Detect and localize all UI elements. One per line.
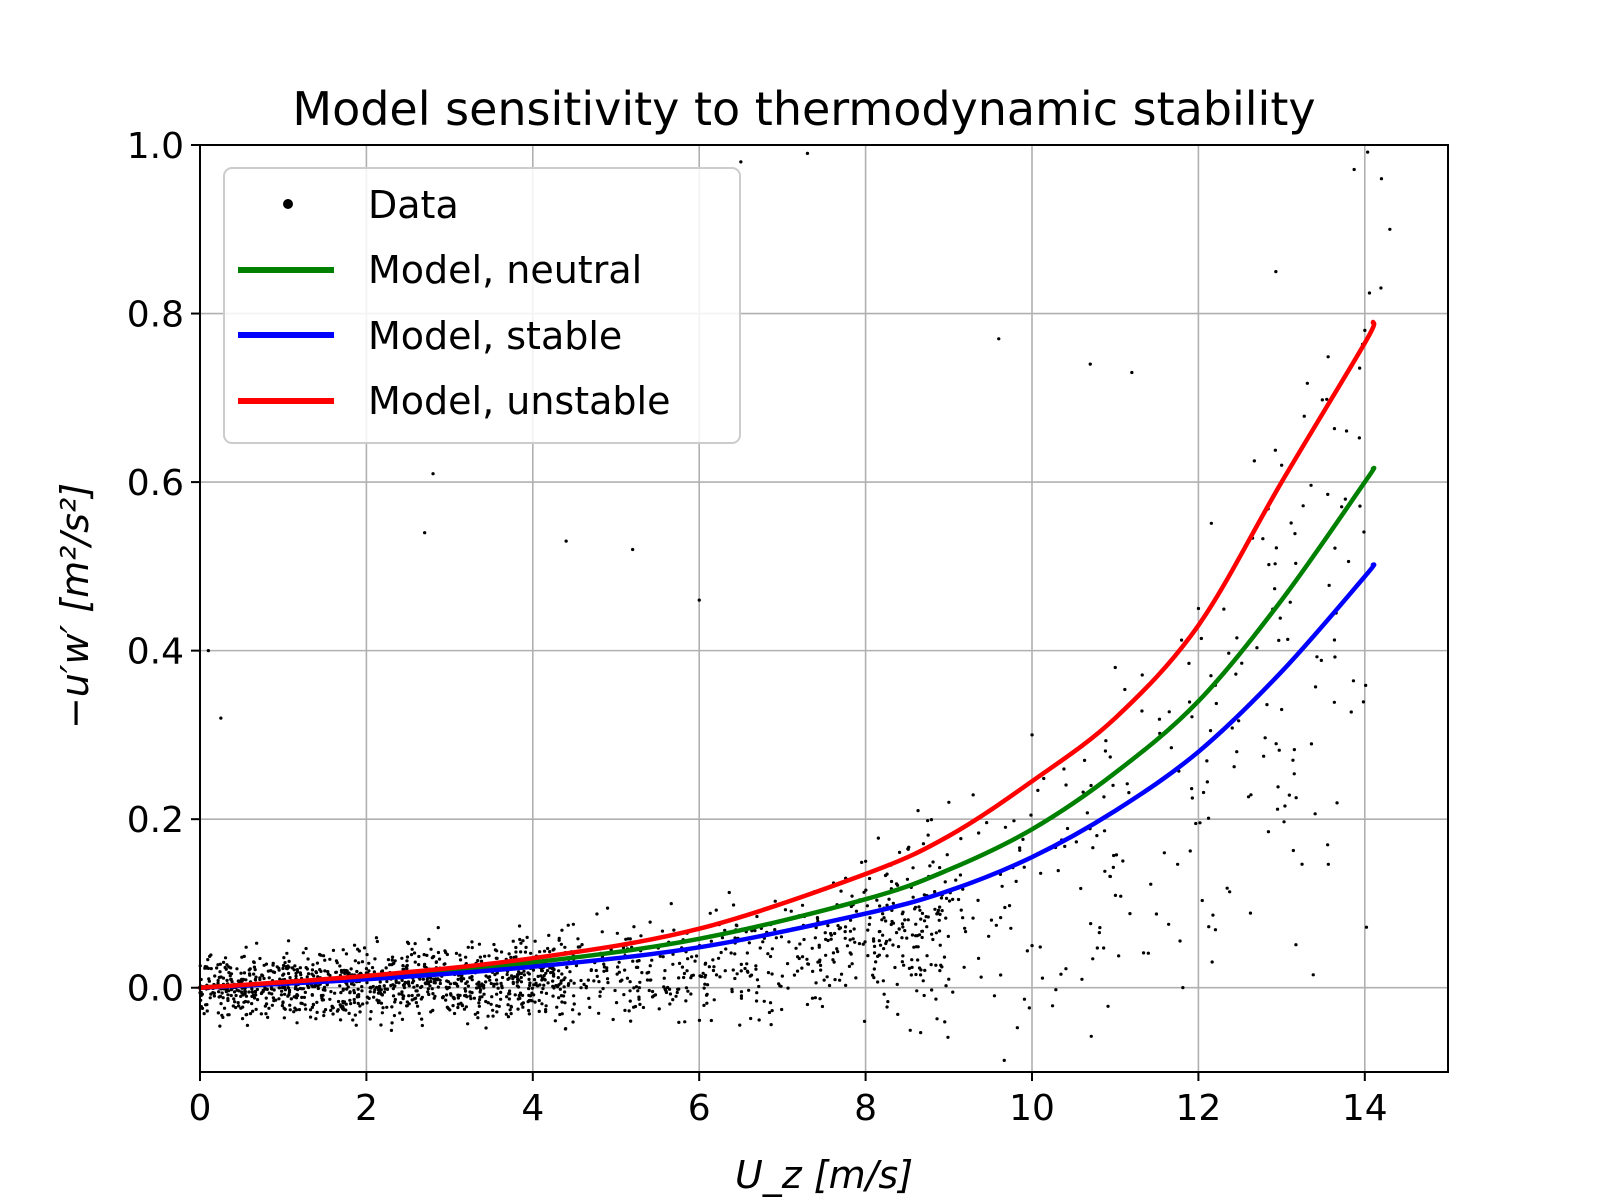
x-axis-ticks: 0 2 4 6 8 10 12 14: [189, 1072, 1388, 1129]
x-tick-label: 14: [1342, 1088, 1388, 1129]
x-tick-label: 2: [355, 1088, 378, 1129]
legend-marker-data: [283, 199, 293, 209]
x-tick-label: 8: [854, 1088, 877, 1129]
legend-label-unstable: Model, unstable: [368, 379, 670, 423]
legend: Data Model, neutral Model, stable Model,…: [223, 167, 741, 444]
model-stable-line: [197, 562, 1377, 990]
y-tick-label: 0.0: [127, 969, 184, 1010]
chart-title: Model sensitivity to thermodynamic stabi…: [292, 82, 1315, 136]
x-tick-label: 6: [688, 1088, 711, 1129]
x-tick-label: 0: [189, 1088, 212, 1129]
y-axis-ticks: 0.0 0.2 0.4 0.6 0.8 1.0: [127, 126, 200, 1010]
legend-label-neutral: Model, neutral: [368, 248, 642, 292]
y-tick-label: 0.8: [127, 295, 184, 336]
model-neutral-line: [197, 465, 1377, 990]
y-axis-label: −u′w′ [m²/s²]: [53, 483, 97, 729]
legend-box: [223, 167, 741, 444]
legend-label-data: Data: [368, 183, 459, 227]
x-axis-label: U_z [m/s]: [735, 1153, 913, 1197]
x-tick-label: 4: [521, 1088, 544, 1129]
y-tick-label: 0.2: [127, 800, 184, 841]
plot-frame: [199, 144, 1449, 1073]
x-tick-label: 10: [1009, 1088, 1055, 1129]
model-unstable-line: [197, 319, 1377, 990]
model-lines: [197, 319, 1377, 990]
y-tick-label: 0.6: [127, 463, 184, 504]
legend-label-stable: Model, stable: [368, 314, 622, 358]
x-tick-label: 12: [1175, 1088, 1221, 1129]
y-tick-label: 0.4: [127, 632, 184, 673]
y-tick-label: 1.0: [127, 126, 184, 167]
